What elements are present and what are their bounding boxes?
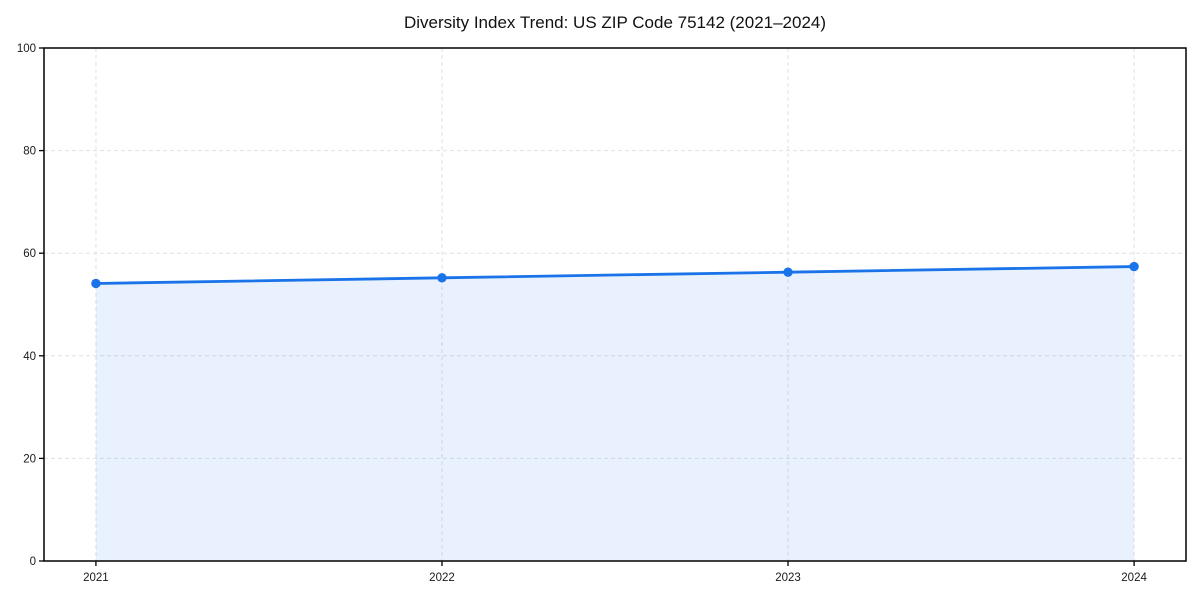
axis-frame	[43, 47, 1187, 562]
y-tick-label-40: 40	[23, 351, 36, 363]
x-tick-label-2021: 2021	[83, 572, 109, 584]
y-tick-label-0: 0	[30, 556, 36, 568]
y-tick-label-80: 80	[23, 146, 36, 158]
trend-line	[94, 265, 1136, 285]
data-point-2024	[1129, 261, 1139, 272]
data-point-2023	[783, 267, 793, 277]
x-tick-label-2024: 2024	[1121, 572, 1147, 584]
y-tick-label-20: 20	[23, 453, 36, 465]
y-tick-label-100: 100	[17, 43, 36, 55]
data-point-2021	[91, 278, 101, 289]
area-fill	[95, 266, 1135, 561]
data-point-2022	[437, 273, 447, 283]
x-tick-label-2022: 2022	[429, 572, 455, 584]
chart-title: Diversity Index Trend: US ZIP Code 75142…	[404, 13, 826, 32]
y-tick-label-60: 60	[23, 248, 36, 260]
x-tick-label-2023: 2023	[775, 572, 801, 584]
